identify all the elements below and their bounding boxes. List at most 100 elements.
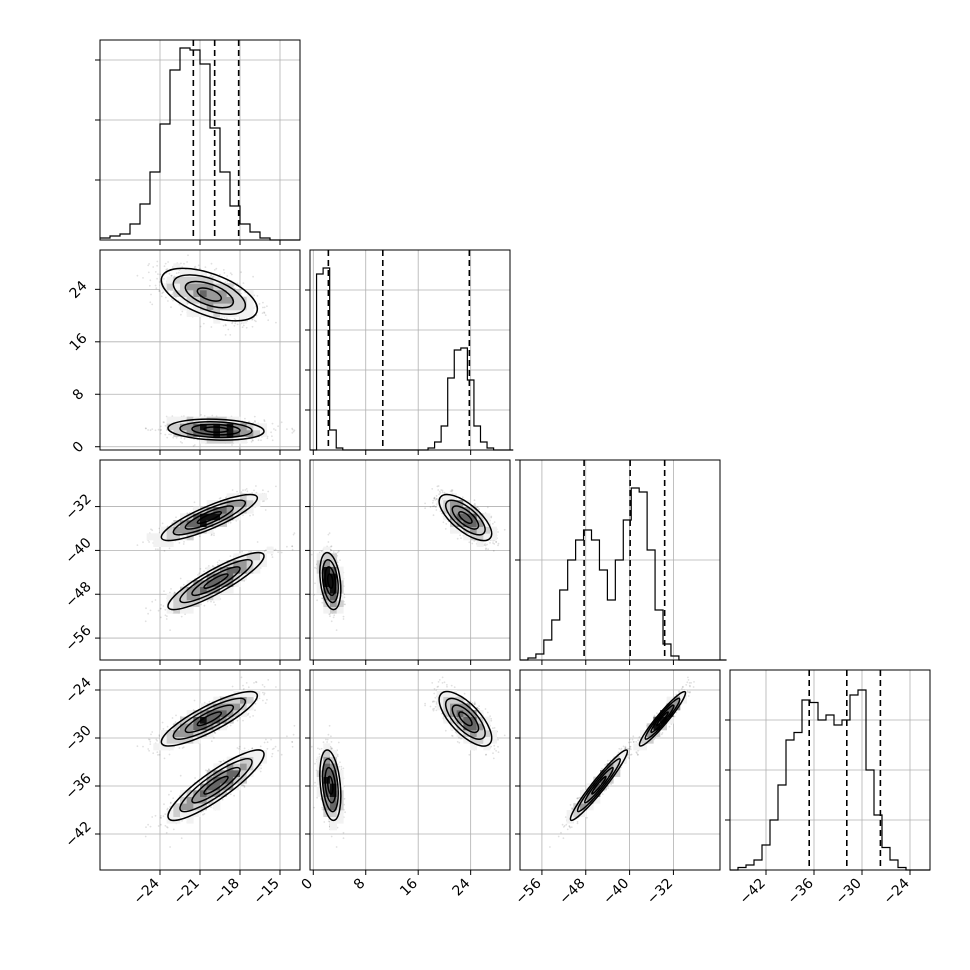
sample-point	[262, 489, 264, 492]
sample-point	[164, 608, 167, 611]
sample-point	[231, 444, 233, 446]
sample-point	[182, 543, 185, 545]
sample-point	[262, 306, 264, 309]
sample-point	[252, 439, 254, 442]
sample-point	[227, 521, 230, 524]
sample-point	[210, 274, 213, 276]
density-cell	[186, 600, 194, 607]
sample-point	[160, 432, 162, 435]
sample-point	[167, 290, 169, 292]
sample-point	[150, 528, 152, 531]
sample-point	[136, 544, 139, 546]
sample-point	[200, 603, 202, 606]
sample-point	[436, 485, 439, 488]
histogram-1	[310, 267, 514, 451]
sample-point	[234, 288, 236, 290]
sample-point	[206, 600, 209, 603]
sample-point	[277, 551, 279, 553]
y-tick-label: 16	[67, 330, 91, 354]
sample-point	[182, 583, 185, 586]
density-cell	[213, 316, 221, 324]
sample-point	[222, 269, 225, 271]
contour-ellipse	[179, 558, 253, 604]
sample-point	[236, 490, 238, 493]
sample-point	[193, 444, 196, 446]
density-cell	[233, 506, 241, 514]
sample-point	[161, 292, 164, 295]
density-cell	[166, 276, 174, 284]
density-cell	[160, 540, 167, 547]
sample-point	[163, 278, 165, 280]
density-cell	[240, 423, 247, 431]
sample-point	[158, 281, 161, 283]
sample-point	[160, 425, 162, 428]
sample-point	[183, 437, 186, 440]
sample-point	[211, 414, 214, 417]
x-tick-label: −36	[785, 875, 817, 907]
sample-point	[184, 613, 187, 616]
density-cell	[233, 580, 241, 587]
sample-point	[271, 435, 273, 438]
sample-point	[441, 497, 444, 500]
sample-point	[460, 537, 462, 539]
sample-point	[170, 298, 173, 300]
density-cell	[253, 500, 261, 507]
density-cell	[226, 430, 234, 437]
density-cell	[246, 296, 254, 304]
sample-point	[168, 273, 171, 275]
sample-point	[180, 262, 182, 265]
density-cell	[180, 270, 187, 277]
sample-point	[335, 629, 338, 631]
sample-point	[251, 325, 254, 328]
density-cell	[226, 560, 234, 567]
sample-point	[198, 572, 201, 575]
density-cell	[180, 526, 187, 534]
sample-point	[433, 505, 436, 507]
density-cell	[220, 430, 227, 437]
sample-point	[159, 607, 162, 610]
sample-point	[253, 489, 255, 492]
density-cell	[246, 310, 254, 317]
sample-point	[264, 314, 267, 317]
sample-point	[199, 325, 202, 328]
density-cell	[206, 276, 214, 284]
sample-point	[438, 493, 440, 496]
sample-point	[266, 435, 269, 438]
sample-point	[245, 488, 248, 490]
sample-point	[443, 491, 446, 494]
sample-point	[254, 421, 256, 423]
sample-point	[437, 489, 440, 491]
sample-point	[149, 429, 152, 432]
sample-point	[148, 284, 151, 287]
sample-point	[437, 485, 440, 487]
sample-point	[149, 279, 152, 282]
sample-point	[474, 504, 477, 507]
density-cell	[166, 606, 174, 614]
sample-point	[328, 532, 331, 534]
sample-point	[489, 542, 491, 544]
sample-point	[486, 506, 489, 509]
contour-ellipse	[191, 566, 241, 597]
sample-point	[275, 321, 277, 324]
density-cell	[193, 423, 201, 431]
sample-point	[178, 303, 181, 306]
density-cell	[173, 520, 181, 527]
sample-point	[170, 274, 173, 277]
sample-point	[149, 301, 152, 304]
sample-point	[435, 497, 438, 500]
panel-3-3: −42 −36 −30 −24	[725, 669, 931, 908]
sample-point	[495, 541, 498, 543]
contour-ellipse	[184, 280, 235, 309]
sample-point	[433, 497, 436, 499]
density-cell	[206, 513, 214, 521]
sample-point	[485, 548, 487, 551]
density-cell	[246, 560, 254, 567]
sample-point	[256, 295, 259, 297]
sample-point	[219, 273, 221, 276]
sample-point	[291, 545, 293, 548]
sample-point	[240, 271, 243, 274]
sample-point	[166, 615, 168, 618]
density-cell	[173, 423, 181, 431]
density-cell	[200, 580, 207, 587]
density-cell	[180, 520, 187, 527]
